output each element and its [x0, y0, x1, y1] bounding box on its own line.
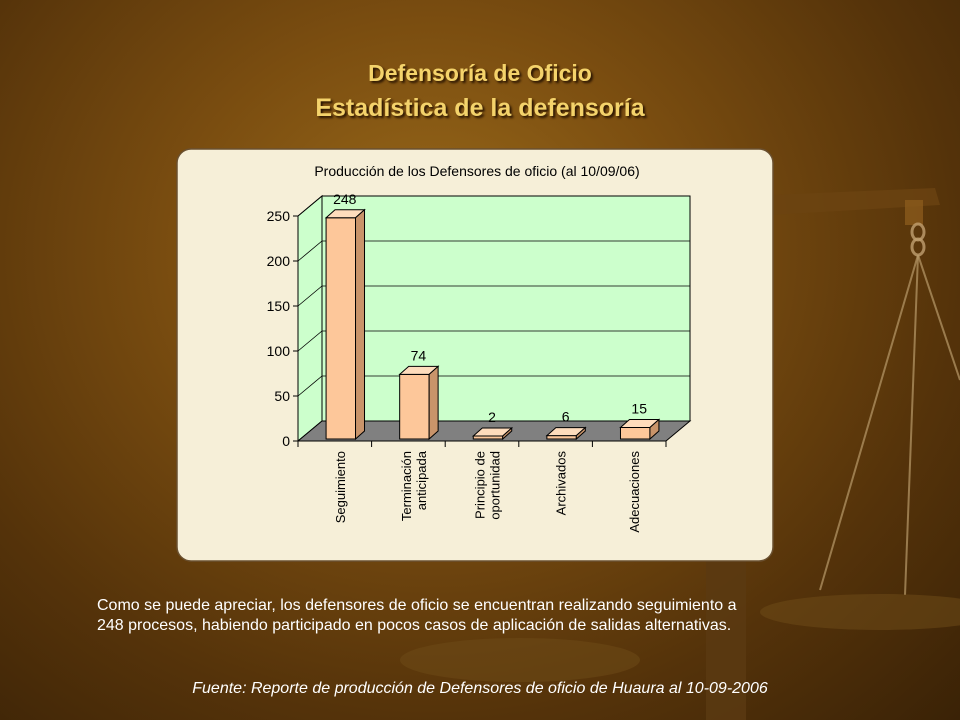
bar-1: [399, 373, 430, 440]
category-label-4: Adecuaciones: [627, 451, 642, 533]
gridline: [297, 330, 690, 352]
data-label-3: 6: [562, 409, 570, 425]
caption-line-1: Como se puede apreciar, los defensores d…: [97, 597, 737, 614]
bar-0: [325, 217, 357, 440]
category-label-1: Terminaciónanticipada: [399, 450, 429, 521]
gridline: [297, 240, 690, 262]
y-tick-label: 50: [274, 388, 290, 404]
chart-side-wall: [297, 194, 323, 443]
caption-line-2: 248 procesos, habiendo participado en po…: [97, 617, 732, 634]
data-label-0: 248: [333, 191, 357, 207]
data-label-4: 15: [631, 401, 647, 417]
category-label-line: Terminación: [399, 451, 414, 521]
slide-title: Defensoría de Oficio: [368, 60, 592, 86]
category-label-line: Seguimiento: [333, 451, 348, 523]
category-label-2: Principio deoportunidad: [473, 451, 503, 520]
bar-side-3: [575, 426, 586, 441]
category-label-line: Principio de: [473, 451, 488, 519]
bar-chart: Producción de los Defensores de oficio (…: [176, 148, 774, 562]
y-tick-label: 150: [267, 298, 291, 314]
gridline: [297, 375, 690, 397]
bar-side-1: [428, 365, 439, 441]
bar-side-2: [502, 426, 513, 441]
category-label-line: Archivados: [554, 451, 569, 516]
y-tick-label: 100: [267, 343, 291, 359]
category-label-line: Adecuaciones: [627, 451, 642, 533]
y-tick-label: 250: [267, 208, 291, 224]
bar-4: [619, 427, 651, 440]
bar-side-4: [649, 418, 660, 441]
slide-subtitle: Estadística de la defensoría: [315, 94, 645, 122]
chart-title: Producción de los Defensores de oficio (…: [314, 163, 639, 179]
category-label-3: Archivados: [554, 451, 569, 516]
gridline: [297, 285, 690, 307]
bar-side-0: [355, 208, 366, 441]
y-tick-label: 0: [282, 433, 290, 449]
category-label-line: oportunidad: [488, 451, 503, 520]
category-label-0: Seguimiento: [333, 451, 348, 523]
chart-back-wall: [321, 195, 691, 422]
bar-3: [546, 435, 577, 440]
y-tick-label: 200: [267, 253, 291, 269]
source-note: Fuente: Reporte de producción de Defenso…: [192, 680, 768, 697]
caption-text: Como se puede apreciar, los defensores d…: [97, 596, 877, 636]
data-label-1: 74: [411, 347, 427, 363]
gridline: [297, 195, 690, 217]
data-label-2: 2: [488, 409, 496, 425]
category-label-line: anticipada: [414, 450, 429, 510]
